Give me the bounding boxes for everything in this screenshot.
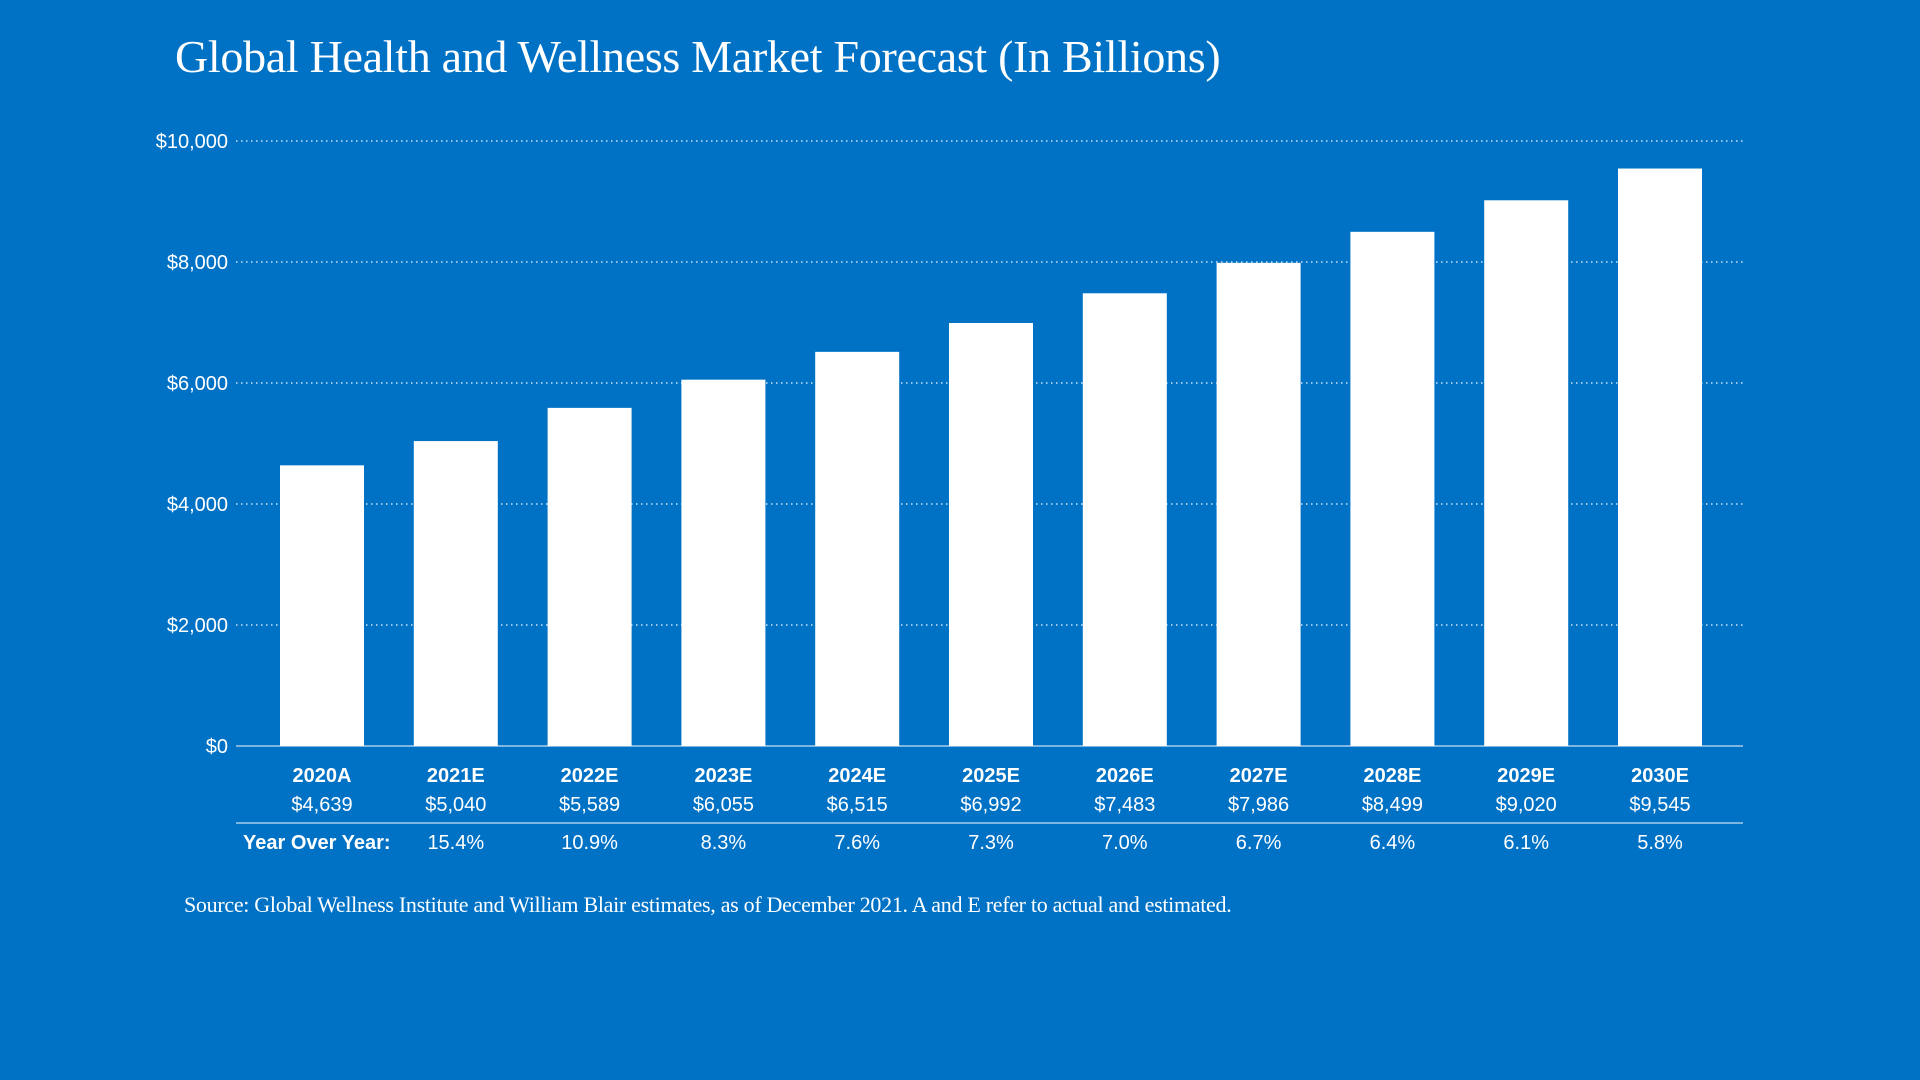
category-label: 2023E [694,765,752,787]
category-label: 2027E [1230,765,1288,787]
y-tick-label: $0 [206,736,228,758]
yoy-value: 5.8% [1637,832,1683,854]
chart-title: Global Health and Wellness Market Foreca… [175,31,1221,82]
yoy-value: 8.3% [701,832,747,854]
yoy-label: Year Over Year: [243,832,391,854]
category-label: 2025E [962,765,1020,787]
yoy-value: 7.0% [1102,832,1148,854]
yoy-value: 6.4% [1370,832,1416,854]
value-label: $6,055 [693,794,754,816]
value-label: $6,992 [960,794,1021,816]
yoy-value: 6.7% [1236,832,1282,854]
value-label: $7,483 [1094,794,1155,816]
bar-2027E [1216,262,1301,746]
category-label: 2020A [293,765,352,787]
bar-2030E [1618,168,1702,747]
y-tick-label: $10,000 [156,131,228,153]
category-label: 2028E [1363,765,1421,787]
category-label: 2026E [1096,765,1154,787]
y-tick-label: $2,000 [167,615,228,637]
yoy-value: 10.9% [561,832,618,854]
bar-2025E [949,322,1033,746]
category-label: 2024E [828,765,886,787]
bar-2029E [1484,200,1569,747]
category-label: 2022E [561,765,619,787]
bar-2024E [815,351,900,746]
value-label: $5,589 [559,794,620,816]
source-note: Source: Global Wellness Institute and Wi… [184,892,1232,917]
yoy-value: 7.3% [968,832,1014,854]
value-label: $6,515 [827,794,888,816]
bar-2021E [413,441,498,746]
y-tick-label: $6,000 [167,373,228,395]
yoy-value: 7.6% [834,832,880,854]
bar-2026E [1082,293,1167,746]
category-label: 2029E [1497,765,1555,787]
value-label: $4,639 [291,794,352,816]
value-label: $8,499 [1362,794,1423,816]
bar-2023E [681,379,766,746]
value-label: $5,040 [425,794,486,816]
yoy-value: 15.4% [427,832,484,854]
bar-2020A [280,465,364,746]
bar-2022E [547,407,632,746]
category-label: 2030E [1631,765,1689,787]
category-label: 2021E [427,765,485,787]
yoy-value: 6.1% [1503,832,1549,854]
y-tick-label: $4,000 [167,494,228,516]
value-label: $7,986 [1228,794,1289,816]
y-tick-label: $8,000 [167,252,228,274]
bar-2028E [1350,231,1435,747]
value-label: $9,545 [1629,794,1690,816]
value-label: $9,020 [1496,794,1557,816]
